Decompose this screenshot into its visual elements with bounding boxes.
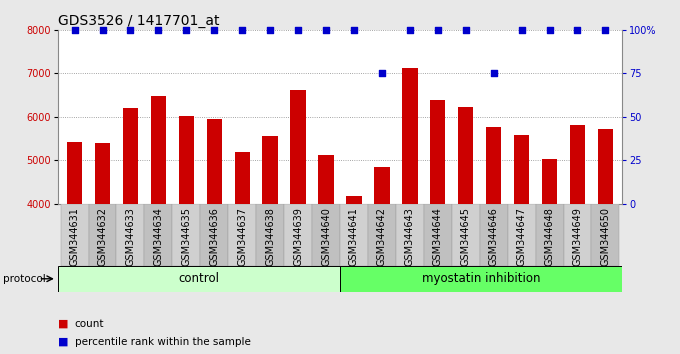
Text: GSM344644: GSM344644: [432, 207, 443, 266]
Bar: [430, 100, 445, 204]
Bar: [123, 108, 138, 204]
Bar: [228, 204, 256, 266]
Text: GSM344634: GSM344634: [154, 207, 163, 266]
Bar: [256, 204, 284, 266]
Point: [405, 27, 415, 33]
Text: GSM344643: GSM344643: [405, 207, 415, 266]
Point: [209, 27, 220, 33]
Text: GSM344638: GSM344638: [265, 207, 275, 266]
Text: count: count: [75, 319, 104, 329]
Text: GSM344631: GSM344631: [69, 207, 80, 266]
Text: protocol: protocol: [3, 274, 46, 284]
Text: GSM344641: GSM344641: [349, 207, 359, 266]
Text: GSM344632: GSM344632: [97, 207, 107, 266]
Bar: [486, 127, 501, 204]
Bar: [172, 204, 201, 266]
Text: GSM344640: GSM344640: [321, 207, 331, 266]
Text: GSM344647: GSM344647: [517, 207, 526, 266]
Point: [125, 27, 136, 33]
Text: GSM344633: GSM344633: [125, 207, 135, 266]
Point: [292, 27, 303, 33]
Bar: [598, 129, 613, 204]
Bar: [235, 152, 250, 204]
Text: GSM344639: GSM344639: [293, 207, 303, 266]
Point: [460, 27, 471, 33]
Text: GSM344649: GSM344649: [573, 207, 583, 266]
Bar: [346, 196, 362, 204]
Bar: [564, 204, 592, 266]
Text: ■: ■: [58, 319, 68, 329]
Point: [153, 27, 164, 33]
Point: [432, 27, 443, 33]
Bar: [368, 204, 396, 266]
Point: [69, 27, 80, 33]
Text: GSM344636: GSM344636: [209, 207, 219, 266]
Bar: [284, 204, 312, 266]
Text: ■: ■: [58, 337, 68, 347]
Bar: [424, 204, 452, 266]
Bar: [592, 204, 619, 266]
Bar: [61, 204, 88, 266]
Bar: [402, 68, 418, 204]
Bar: [312, 204, 340, 266]
Point: [544, 27, 555, 33]
Bar: [542, 159, 557, 204]
Bar: [67, 142, 82, 204]
Bar: [88, 204, 116, 266]
Text: GSM344635: GSM344635: [182, 207, 191, 266]
Text: GSM344645: GSM344645: [461, 207, 471, 266]
Point: [237, 27, 248, 33]
Text: GSM344650: GSM344650: [600, 207, 611, 266]
Bar: [318, 155, 334, 204]
Text: GSM344637: GSM344637: [237, 207, 248, 266]
Point: [488, 70, 499, 76]
Bar: [458, 107, 473, 204]
Bar: [340, 204, 368, 266]
Bar: [452, 204, 479, 266]
Bar: [58, 266, 340, 292]
Text: control: control: [178, 272, 220, 285]
Bar: [508, 204, 536, 266]
Point: [572, 27, 583, 33]
Point: [97, 27, 108, 33]
Point: [320, 27, 331, 33]
Bar: [179, 116, 194, 204]
Bar: [570, 125, 585, 204]
Bar: [340, 266, 622, 292]
Bar: [201, 204, 228, 266]
Bar: [290, 90, 306, 204]
Text: GSM344646: GSM344646: [489, 207, 498, 266]
Point: [349, 27, 360, 33]
Point: [181, 27, 192, 33]
Bar: [207, 119, 222, 204]
Text: GSM344642: GSM344642: [377, 207, 387, 266]
Point: [377, 70, 388, 76]
Text: GSM344648: GSM344648: [545, 207, 555, 266]
Bar: [144, 204, 172, 266]
Text: GDS3526 / 1417701_at: GDS3526 / 1417701_at: [58, 14, 219, 28]
Bar: [95, 143, 110, 204]
Text: percentile rank within the sample: percentile rank within the sample: [75, 337, 251, 347]
Bar: [151, 96, 166, 204]
Text: myostatin inhibition: myostatin inhibition: [422, 272, 541, 285]
Point: [265, 27, 275, 33]
Point: [516, 27, 527, 33]
Bar: [396, 204, 424, 266]
Bar: [514, 135, 529, 204]
Bar: [479, 204, 508, 266]
Bar: [116, 204, 144, 266]
Bar: [374, 167, 390, 204]
Bar: [536, 204, 564, 266]
Bar: [262, 136, 278, 204]
Point: [600, 27, 611, 33]
